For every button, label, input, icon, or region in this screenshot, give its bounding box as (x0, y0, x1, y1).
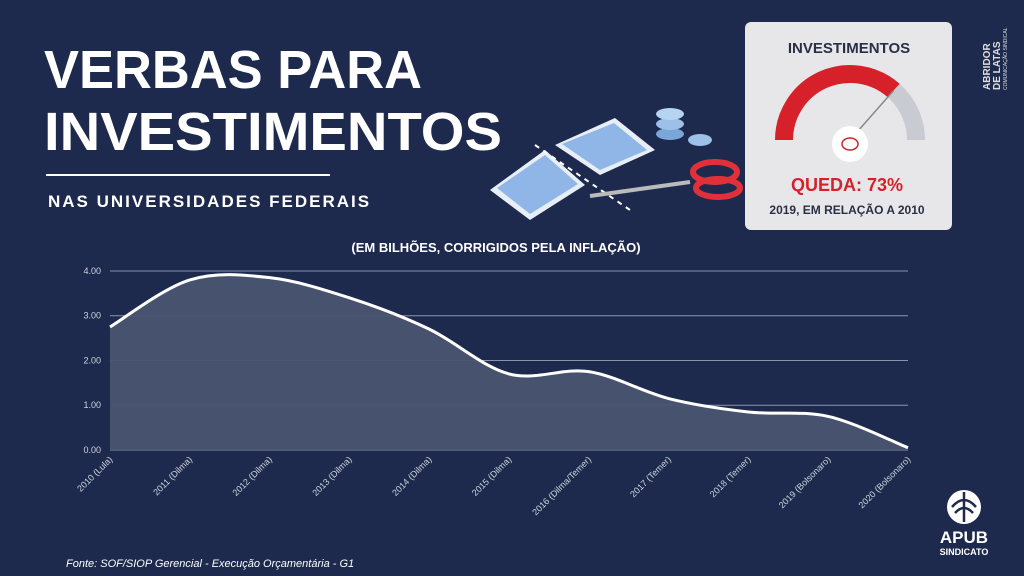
title-line: VERBAS PARA (44, 40, 422, 100)
gauge-icon (841, 137, 859, 151)
subtitle: NAS UNIVERSIDADES FEDERAIS (48, 192, 371, 211)
y-tick-label: 0.00 (83, 445, 101, 455)
gauge-hub (832, 126, 868, 162)
gauge-label: QUEDA: 73% (791, 175, 903, 195)
gauge-value (775, 65, 900, 141)
y-tick-label: 1.00 (83, 400, 101, 410)
money-illustration (490, 108, 743, 220)
y-tick-label: 3.00 (83, 311, 101, 321)
gauge-note: 2019, EM RELAÇÃO A 2010 (769, 202, 924, 217)
agency-logo: ABRIDOR DE LATAS COMUNICAÇÃO SINDICAL (982, 27, 1009, 90)
area-fill (110, 274, 908, 450)
union-logo: APUB SINDICATO (940, 490, 989, 557)
gauge (775, 65, 925, 162)
logo-text: DE LATAS (992, 41, 1003, 90)
gauge-card (745, 22, 952, 230)
title-line: INVESTIMENTOS (44, 102, 502, 162)
logo-text: COMUNICAÇÃO SINDICAL (1002, 27, 1009, 90)
title-rule (46, 174, 330, 176)
logo-text: ABRIDOR (982, 43, 993, 90)
gauge-heading: INVESTIMENTOS (788, 40, 910, 57)
line (109, 273, 909, 450)
y-tick-label: 2.00 (83, 355, 101, 365)
logo-text: SINDICATO (940, 547, 989, 557)
chart-subtitle: (EM BILHÕES, CORRIGIDOS PELA INFLAÇÃO) (351, 240, 640, 255)
source: Fonte: SOF/SIOP Gerencial - Execução Orç… (66, 558, 354, 570)
logo-text: APUB (940, 528, 988, 547)
gauge-track (887, 83, 925, 141)
y-tick-label: 4.00 (83, 266, 101, 276)
